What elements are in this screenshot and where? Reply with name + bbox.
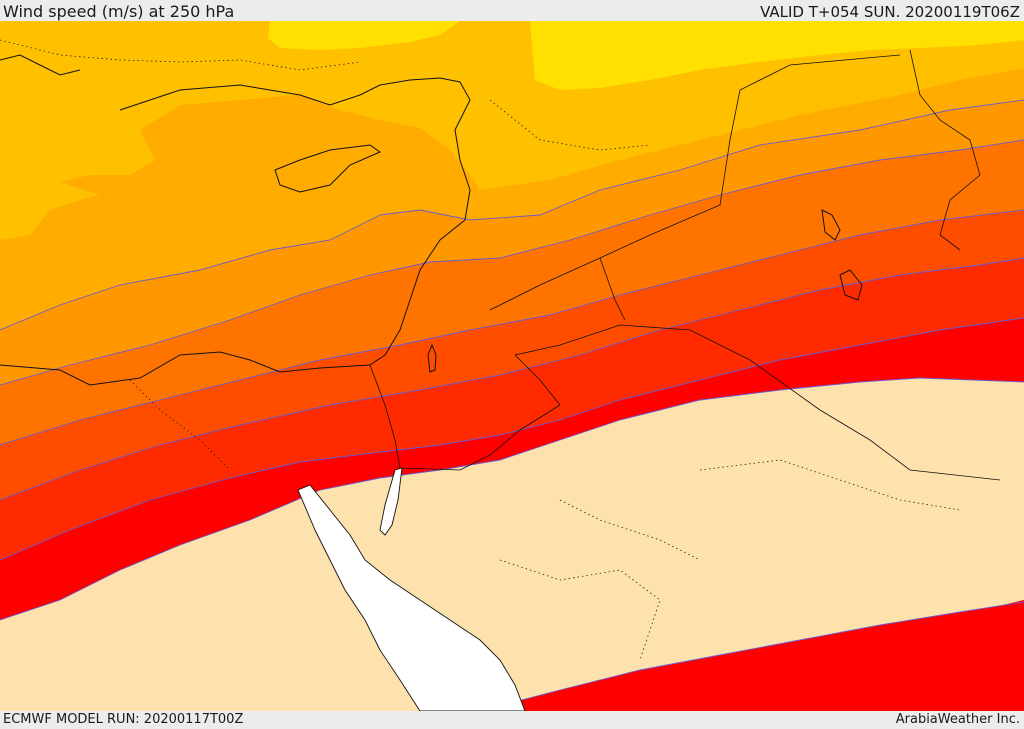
valid-time: VALID T+054 SUN. 20200119T06Z	[760, 3, 1020, 21]
contour-lines	[0, 99, 1024, 711]
internal-borders	[0, 39, 961, 661]
band-yellow	[530, 21, 1024, 90]
model-run: ECMWF MODEL RUN: 20200117T00Z	[3, 712, 244, 727]
gulf-of-aqaba	[379, 467, 403, 536]
map-footer: ECMWF MODEL RUN: 20200117T00Z ArabiaWeat…	[0, 711, 1024, 729]
borders	[369, 49, 1001, 481]
map-title: Wind speed (m/s) at 250 hPa	[3, 2, 235, 21]
credit: ArabiaWeather Inc.	[895, 712, 1020, 727]
red-sea	[297, 484, 526, 711]
coastlines	[0, 54, 863, 386]
wind-speed-map	[0, 21, 1024, 711]
band-red-south	[480, 602, 1024, 711]
band-yellow-top	[268, 21, 460, 50]
map-header: Wind speed (m/s) at 250 hPa VALID T+054 …	[0, 0, 1024, 21]
